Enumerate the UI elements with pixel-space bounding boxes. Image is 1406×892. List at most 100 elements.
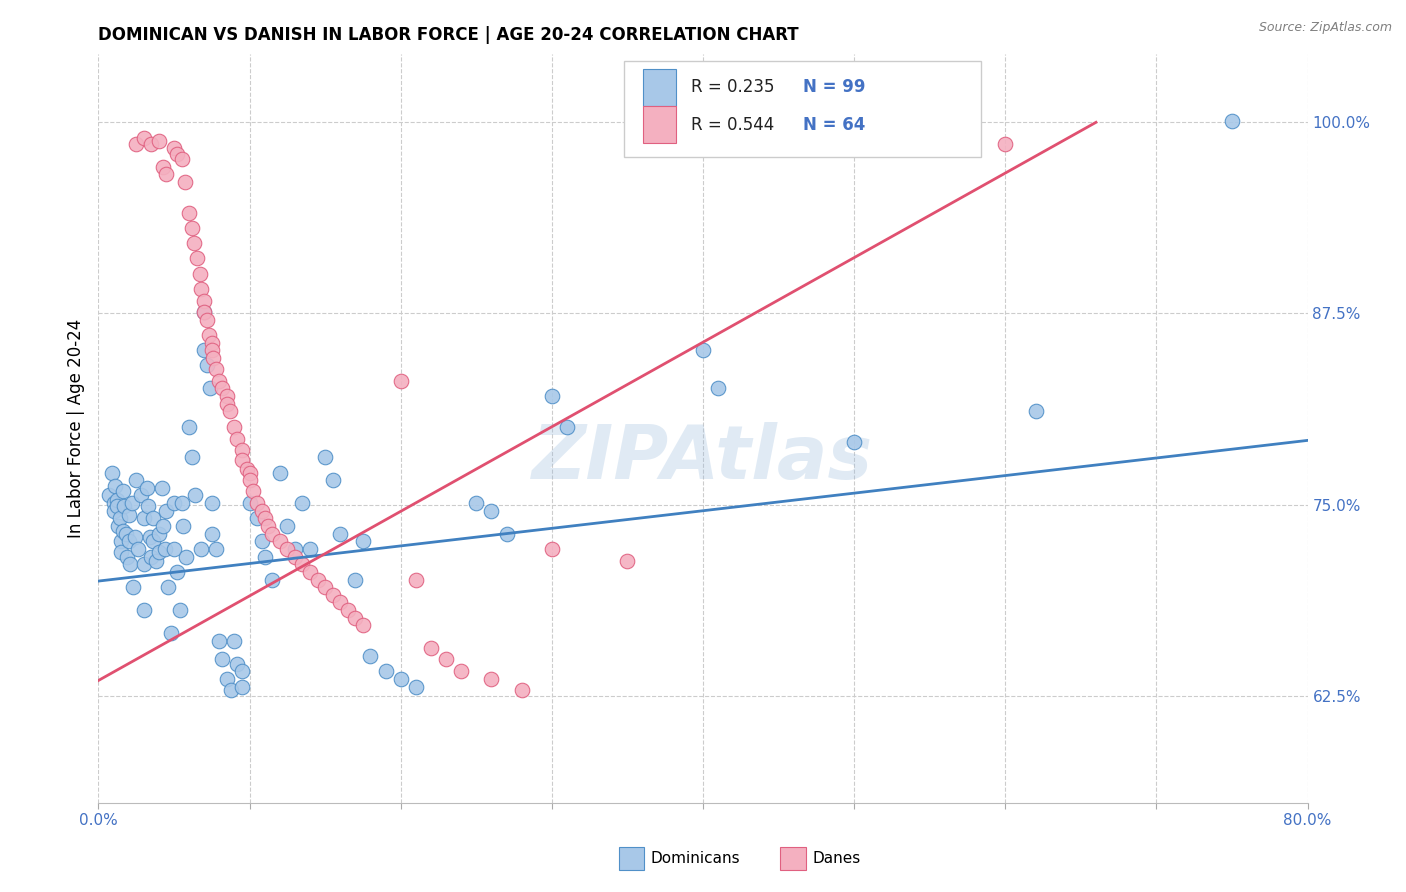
Point [135, 481, 157, 495]
Point [510, 682, 533, 697]
Point [231, 665, 253, 679]
Point [224, 633, 246, 648]
Point [150, 481, 173, 495]
Point [110, 534, 132, 549]
Point [156, 580, 179, 594]
Point [170, 152, 193, 166]
Point [276, 519, 298, 533]
Point [125, 473, 148, 487]
Point [253, 549, 276, 564]
Point [172, 519, 194, 533]
Point [148, 134, 170, 148]
Point [111, 524, 134, 538]
Point [118, 508, 141, 523]
Point [132, 130, 155, 145]
Point [329, 595, 352, 609]
Point [105, 499, 128, 513]
Point [226, 432, 249, 446]
Point [193, 305, 215, 319]
Point [201, 343, 224, 358]
Point [405, 573, 427, 587]
Point [118, 534, 141, 549]
Point [284, 541, 307, 556]
Point [186, 252, 208, 266]
Text: N = 99: N = 99 [803, 78, 866, 96]
Point [132, 603, 155, 617]
Point [481, 672, 503, 686]
Point [125, 136, 148, 151]
Point [193, 343, 215, 358]
Point [129, 488, 152, 502]
Point [540, 541, 562, 556]
Point [188, 267, 211, 281]
Point [555, 419, 578, 434]
Point [201, 526, 224, 541]
Point [692, 343, 714, 358]
Point [163, 496, 186, 510]
Point [495, 526, 517, 541]
Point [205, 361, 228, 376]
Point [193, 294, 215, 309]
Point [181, 220, 204, 235]
Point [141, 549, 163, 564]
Point [1024, 404, 1046, 418]
Point [142, 511, 165, 525]
Point [163, 541, 186, 556]
Point [352, 534, 374, 549]
Point [299, 541, 322, 556]
Point [307, 573, 329, 587]
Point [219, 404, 242, 418]
Point [208, 633, 231, 648]
Point [262, 526, 284, 541]
Text: Source: ZipAtlas.com: Source: ZipAtlas.com [1258, 21, 1392, 34]
Point [141, 136, 163, 151]
Point [197, 327, 219, 342]
Point [215, 389, 238, 403]
Point [215, 672, 238, 686]
Point [145, 554, 167, 568]
Point [174, 549, 197, 564]
Bar [643, 69, 676, 106]
Point [434, 652, 457, 666]
Point [208, 374, 231, 388]
Point [239, 466, 262, 480]
Point [844, 434, 866, 449]
Point [105, 493, 128, 508]
Text: Dominicans: Dominicans [651, 851, 741, 866]
Point [111, 483, 134, 498]
Point [153, 541, 176, 556]
Point [226, 657, 249, 671]
Point [344, 611, 367, 625]
Point [155, 504, 177, 518]
Point [108, 511, 131, 525]
Point [190, 282, 212, 296]
Point [121, 496, 143, 510]
Point [352, 618, 374, 632]
Point [114, 526, 136, 541]
Point [250, 534, 273, 549]
Point [389, 374, 412, 388]
Point [104, 479, 127, 493]
Point [276, 541, 298, 556]
Point [231, 453, 253, 467]
Point [336, 603, 359, 617]
Point [193, 305, 215, 319]
Point [211, 652, 233, 666]
Point [253, 511, 276, 525]
Point [322, 588, 344, 602]
Point [360, 648, 382, 663]
Point [250, 504, 273, 518]
Point [160, 626, 183, 640]
Point [707, 381, 730, 395]
Point [101, 466, 124, 480]
Point [616, 554, 638, 568]
Point [231, 442, 253, 457]
Point [103, 496, 125, 510]
Point [184, 488, 207, 502]
Point [344, 573, 367, 587]
Point [239, 496, 262, 510]
Point [239, 473, 262, 487]
Point [420, 641, 443, 656]
Text: N = 64: N = 64 [803, 116, 866, 134]
Point [246, 496, 269, 510]
